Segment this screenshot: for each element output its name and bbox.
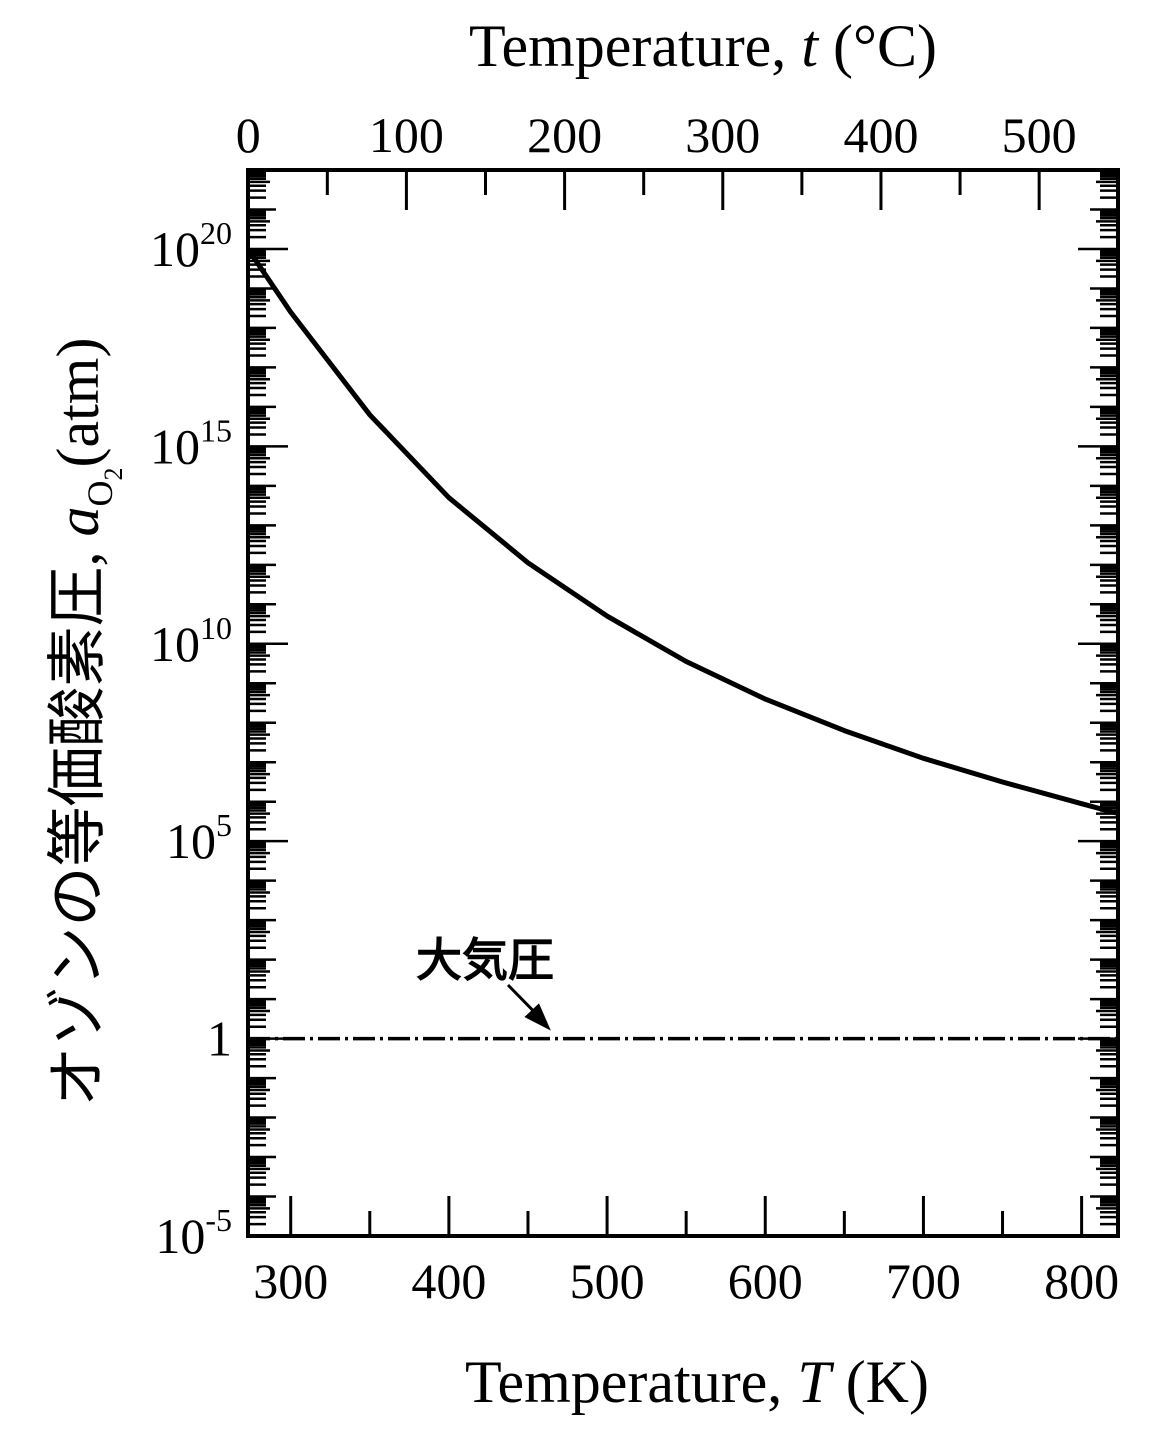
x-tick-label: 600 bbox=[728, 1253, 803, 1309]
top-tick-label: 0 bbox=[236, 107, 261, 163]
top-tick-label: 500 bbox=[1002, 107, 1077, 163]
y-tick-label: 1020 bbox=[150, 215, 232, 277]
annotations: 大気圧 bbox=[416, 933, 554, 1031]
x-tick-label: 300 bbox=[253, 1253, 328, 1309]
annotation-arrow-head bbox=[524, 1003, 551, 1031]
series-line-ozone bbox=[245, 247, 1119, 816]
y-tick-label: 1 bbox=[207, 1011, 232, 1067]
y-tick-label: 105 bbox=[166, 807, 232, 869]
y-axis-title: オゾンの等価酸素圧, aO2(atm) bbox=[45, 338, 128, 1107]
x-tick-label: 500 bbox=[570, 1253, 645, 1309]
x-tick-label: 400 bbox=[411, 1253, 486, 1309]
y-tick-label: 1010 bbox=[150, 610, 232, 672]
top-axis-title: Temperature, t (°C) bbox=[469, 13, 937, 79]
series-group bbox=[245, 247, 1119, 1041]
x-tick-label: 700 bbox=[886, 1253, 961, 1309]
x-tick-label: 800 bbox=[1044, 1253, 1119, 1309]
top-tick-label: 100 bbox=[369, 107, 444, 163]
top-tick-label: 200 bbox=[527, 107, 602, 163]
bottom-axis-title: Temperature, T (K) bbox=[465, 1349, 929, 1415]
axis-ticks bbox=[246, 168, 1120, 1238]
y-tick-label: 10-5 bbox=[155, 1202, 232, 1264]
y-tick-label: 1015 bbox=[150, 412, 232, 474]
tick-labels: 300 400 500 600 700 800 0 100 200 300 400 500 10-5 1 1… bbox=[150, 107, 1119, 1309]
plot-frame bbox=[246, 168, 1120, 1238]
annotation-label: 大気圧 bbox=[416, 933, 554, 987]
top-tick-label: 400 bbox=[843, 107, 918, 163]
top-tick-label: 300 bbox=[685, 107, 760, 163]
